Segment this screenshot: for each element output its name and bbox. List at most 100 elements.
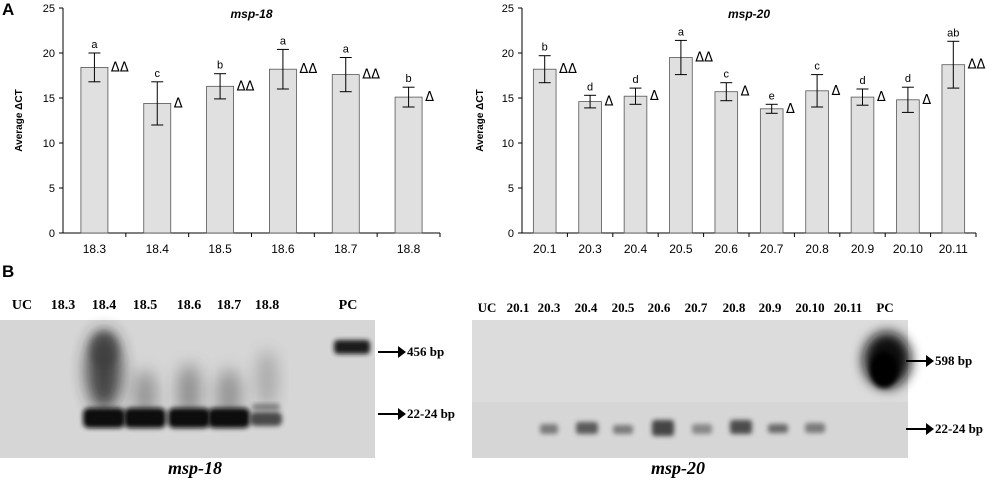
y-tick-label: 20 [43, 48, 55, 60]
bar [850, 96, 875, 234]
marker-label: 456 bp [407, 344, 445, 360]
x-tick-label: 20.6 [715, 242, 739, 256]
delta-annotation: Δ [174, 96, 183, 111]
y-tick-label: 0 [508, 228, 514, 240]
lane-label: 20.7 [684, 300, 708, 315]
y-tick-label: 25 [502, 3, 514, 15]
bar [394, 96, 423, 234]
delta-annotation: Δ [650, 89, 659, 104]
group-letter: b [217, 60, 223, 72]
arrow-right-icon [906, 355, 934, 368]
y-tick-label: 0 [49, 228, 55, 240]
gel-msp20-marker-lower: 22-24 bp [906, 420, 983, 437]
group-letter: d [587, 81, 593, 93]
lane-label: PC [338, 298, 358, 313]
lane-label: 18.3 [50, 298, 76, 313]
delta-annotation: Δ [922, 93, 931, 108]
delta-annotation: Δ [741, 85, 750, 100]
arrow-right-icon [906, 423, 934, 436]
x-tick-label: 18.3 [83, 242, 107, 256]
lane-label: 20.8 [722, 300, 746, 315]
group-letter: a [343, 44, 350, 56]
gel-msp18-lane-labels: UC 18.3 18.4 18.5 18.6 18.7 18.8 PC [0, 298, 390, 316]
bar [714, 91, 739, 234]
x-tick-label: 18.5 [208, 242, 232, 256]
y-tick-label: 10 [502, 138, 514, 150]
gel-msp20-caption: msp-20 [651, 458, 705, 478]
x-tick-label: 18.8 [397, 242, 421, 256]
bar [623, 95, 648, 234]
delta-annotation: ΔΔ [111, 60, 129, 75]
bar [269, 68, 297, 234]
lane-label: UC [11, 298, 33, 313]
delta-annotation: Δ [831, 84, 840, 99]
group-letter: c [814, 61, 820, 73]
delta-annotation: ΔΔ [559, 62, 577, 77]
x-tick-label: 18.7 [334, 242, 358, 256]
lane-label: 20.10 [795, 300, 825, 315]
arrow-right-icon [378, 408, 406, 421]
lane-label: PC [876, 300, 894, 315]
group-letter: a [91, 39, 98, 51]
group-letter: ab [947, 27, 959, 39]
chart-title: msp-20 [728, 7, 770, 21]
gel-msp20-marker-upper: 598 bp [906, 352, 972, 369]
bar [80, 67, 109, 234]
gel-msp18-marker-upper: 456 bp [378, 343, 444, 360]
lane-label: UC [477, 300, 497, 315]
delta-annotation: ΔΔ [968, 58, 986, 73]
bar [206, 85, 234, 234]
gel-msp20-image [472, 320, 911, 458]
lane-label: 18.8 [254, 298, 280, 313]
y-tick-label: 10 [43, 138, 55, 150]
panel-a-letter: A [2, 0, 15, 19]
y-axis-label: Average ΔCT [475, 89, 486, 151]
group-letter: a [280, 35, 287, 47]
y-tick-label: 5 [49, 183, 55, 195]
x-tick-label: 20.1 [533, 242, 557, 256]
group-letter: b [542, 42, 548, 54]
x-tick-label: 20.4 [624, 242, 648, 256]
x-tick-label: 18.6 [271, 242, 295, 256]
y-axis-label: Average ΔCT [14, 89, 25, 151]
gel-msp18-caption: msp-18 [168, 458, 222, 478]
x-tick-label: 18.4 [146, 242, 170, 256]
group-letter: c [724, 69, 730, 81]
lane-label: 18.5 [132, 298, 158, 313]
delta-annotation: ΔΔ [362, 68, 380, 83]
y-tick-label: 15 [43, 93, 55, 105]
lane-label: 20.6 [647, 300, 671, 315]
y-tick-label: 5 [508, 183, 514, 195]
group-letter: e [769, 90, 775, 102]
lane-label: 20.11 [833, 300, 863, 315]
delta-annotation: Δ [786, 102, 795, 117]
delta-annotation: ΔΔ [695, 51, 713, 66]
bar [669, 57, 693, 234]
y-tick-label: 25 [43, 3, 55, 15]
bar [896, 99, 920, 234]
x-tick-label: 20.3 [578, 242, 602, 256]
gel-msp20-lane-labels: UC 20.1 20.3 20.4 20.5 20.6 20.7 20.8 20… [0, 300, 1000, 318]
group-letter: b [406, 73, 412, 85]
arrow-right-icon [378, 346, 406, 359]
x-tick-label: 20.10 [893, 242, 923, 256]
lane-label: 18.6 [176, 298, 202, 313]
marker-label: 22-24 bp [935, 421, 984, 437]
lane-label: 20.5 [611, 300, 635, 315]
group-letter: c [155, 68, 161, 80]
x-tick-label: 20.7 [760, 242, 784, 256]
group-letter: d [632, 74, 638, 86]
lane-label: 20.4 [574, 300, 598, 315]
lane-label: 20.9 [758, 300, 782, 315]
marker-label: 22-24 bp [407, 406, 456, 422]
y-tick-label: 20 [502, 48, 514, 60]
x-tick-label: 20.8 [805, 242, 829, 256]
delta-annotation: ΔΔ [299, 62, 317, 77]
gel-msp18-image [0, 320, 375, 458]
bar [941, 64, 966, 234]
delta-annotation: Δ [877, 90, 886, 105]
chart-title: msp-18 [230, 7, 272, 21]
x-tick-label: 20.9 [851, 242, 875, 256]
bar [532, 68, 557, 234]
marker-label: 598 bp [935, 353, 973, 369]
